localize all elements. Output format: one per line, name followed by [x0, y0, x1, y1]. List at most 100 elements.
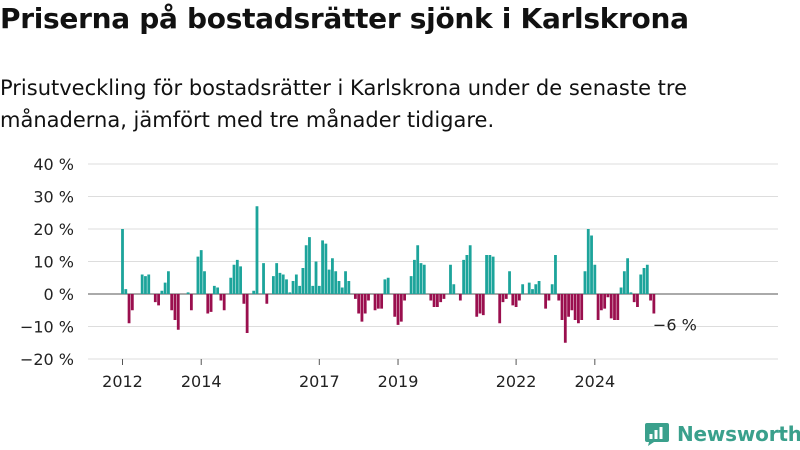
bar: [498, 294, 502, 324]
x-tick-label: 2022: [496, 372, 537, 391]
bar: [590, 235, 593, 294]
bar: [501, 294, 505, 303]
bar: [580, 294, 584, 320]
bar: [422, 264, 426, 294]
x-tick-label: 2012: [102, 372, 143, 391]
bar: [324, 243, 328, 295]
bar: [652, 294, 656, 314]
bar: [147, 274, 151, 294]
bar: [478, 294, 482, 314]
bar: [167, 271, 170, 294]
y-axis-tick-labels: 40 % 30 % 20 % 10 % 0 % −10 % −20 %: [20, 155, 74, 369]
bar: [622, 271, 626, 294]
bar: [475, 294, 479, 317]
bar: [606, 294, 610, 298]
bar: [465, 255, 469, 294]
bar: [124, 289, 128, 295]
bar: [189, 294, 193, 311]
bar: [521, 284, 525, 294]
bar: [304, 245, 308, 294]
bar: [403, 294, 406, 301]
bar: [534, 284, 538, 294]
bar: [442, 294, 446, 299]
bar: [626, 258, 630, 294]
bar: [239, 266, 242, 295]
bar: [130, 294, 134, 311]
bar: [327, 269, 331, 295]
bar: [288, 292, 292, 295]
bar: [629, 292, 633, 295]
bar: [485, 255, 488, 294]
bar: [449, 264, 452, 294]
bar: [399, 294, 403, 322]
bar: [121, 229, 124, 294]
bar: [186, 292, 190, 295]
bar: [271, 276, 275, 295]
bar: [557, 294, 561, 301]
bar: [491, 256, 495, 295]
bar: [380, 294, 384, 309]
bar: [173, 294, 177, 320]
bar: [527, 282, 531, 295]
y-tick-label: 30 %: [33, 188, 74, 207]
bar: [596, 294, 600, 320]
bar: [435, 294, 439, 307]
y-tick-label: −10 %: [20, 318, 74, 337]
bar: [432, 294, 436, 307]
bar: [409, 276, 413, 295]
bar: [468, 245, 472, 294]
bar: [160, 290, 164, 294]
bar: [376, 294, 380, 309]
bar: [294, 274, 298, 294]
bar: [163, 282, 167, 295]
bar: [458, 294, 462, 301]
bar: [229, 277, 233, 294]
bar: [308, 237, 311, 295]
x-tick-label: 2017: [299, 372, 340, 391]
bar: [235, 259, 239, 295]
bar: [144, 276, 147, 295]
bar: [593, 264, 597, 294]
bar: [383, 279, 387, 295]
y-tick-label: 20 %: [33, 220, 74, 239]
bar: [416, 245, 420, 294]
y-tick-label: 40 %: [33, 155, 74, 174]
bar: [577, 294, 580, 324]
y-tick-label: 0 %: [44, 285, 74, 304]
bar: [419, 263, 423, 295]
bar: [603, 294, 607, 309]
bar: [554, 255, 557, 294]
bar: [632, 294, 636, 303]
bar: [314, 261, 318, 294]
bar: [462, 259, 466, 295]
bar: [439, 294, 443, 303]
bar: [645, 264, 649, 294]
bar: [337, 281, 341, 294]
bar: [206, 294, 210, 314]
bar: [504, 294, 508, 299]
bar-chart-logo-icon: [645, 423, 669, 446]
bar: [140, 274, 144, 294]
x-axis-tick-labels: 2012 2014 2017 2019 2022 2024: [102, 359, 615, 391]
bar: [616, 294, 620, 320]
y-tick-label: 10 %: [33, 253, 74, 272]
bar: [317, 285, 321, 295]
bar: [242, 294, 246, 304]
bar: [619, 287, 623, 294]
bar: [157, 294, 160, 306]
bar: [613, 294, 616, 320]
bar: [586, 229, 590, 294]
bar: [245, 294, 249, 333]
newsworthy-brand: Newsworthy: [644, 418, 800, 450]
bar: [127, 294, 131, 324]
x-tick-label: 2014: [181, 372, 222, 391]
bar: [547, 294, 551, 301]
bar: [537, 281, 541, 294]
bar: [252, 290, 256, 294]
bar: [153, 294, 157, 303]
bar: [639, 274, 643, 294]
bar: [281, 274, 285, 294]
bar: [599, 294, 603, 311]
bar: [262, 263, 265, 295]
bar: [321, 240, 324, 295]
